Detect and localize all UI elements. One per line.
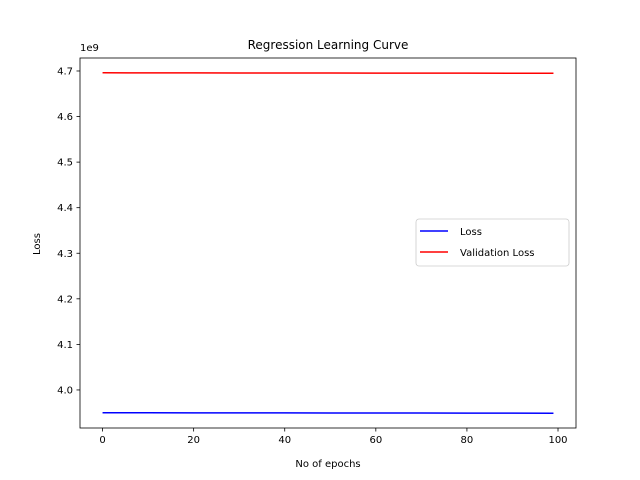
y-axis-label: Loss: [32, 233, 43, 255]
x-tick-label: 0: [99, 435, 105, 446]
y-tick-label: 4.0: [57, 385, 73, 396]
legend: Loss Validation Loss: [415, 218, 570, 267]
y-tick-label: 4.1: [57, 340, 73, 351]
plot-area: 0 20 40 60 80 100 4.0 4.1 4.2 4.3 4.4 4.5 4.6 4.7 Loss…: [57, 57, 577, 446]
x-tick-label: 80: [461, 435, 474, 446]
axes-frame: [79, 57, 577, 429]
chart-title: Regression Learning Curve: [248, 38, 409, 52]
y-tick-label: 4.4: [57, 203, 73, 214]
x-tick-label: 40: [278, 435, 291, 446]
y-tick-label: 4.5: [57, 158, 73, 169]
y-tick-label: 4.6: [57, 112, 73, 123]
legend-box: [415, 218, 570, 267]
legend-label: Loss: [460, 227, 482, 238]
y-offset-text: 1e9: [80, 43, 99, 54]
y-tick-label: 4.7: [57, 66, 73, 77]
x-tick-label: 100: [548, 435, 567, 446]
x-axis-label: No of epochs: [295, 459, 360, 470]
x-tick-label: 20: [187, 435, 200, 446]
legend-label: Validation Loss: [460, 248, 535, 259]
x-tick-label: 60: [369, 435, 382, 446]
y-tick-label: 4.3: [57, 249, 73, 260]
y-tick-label: 4.2: [57, 294, 73, 305]
